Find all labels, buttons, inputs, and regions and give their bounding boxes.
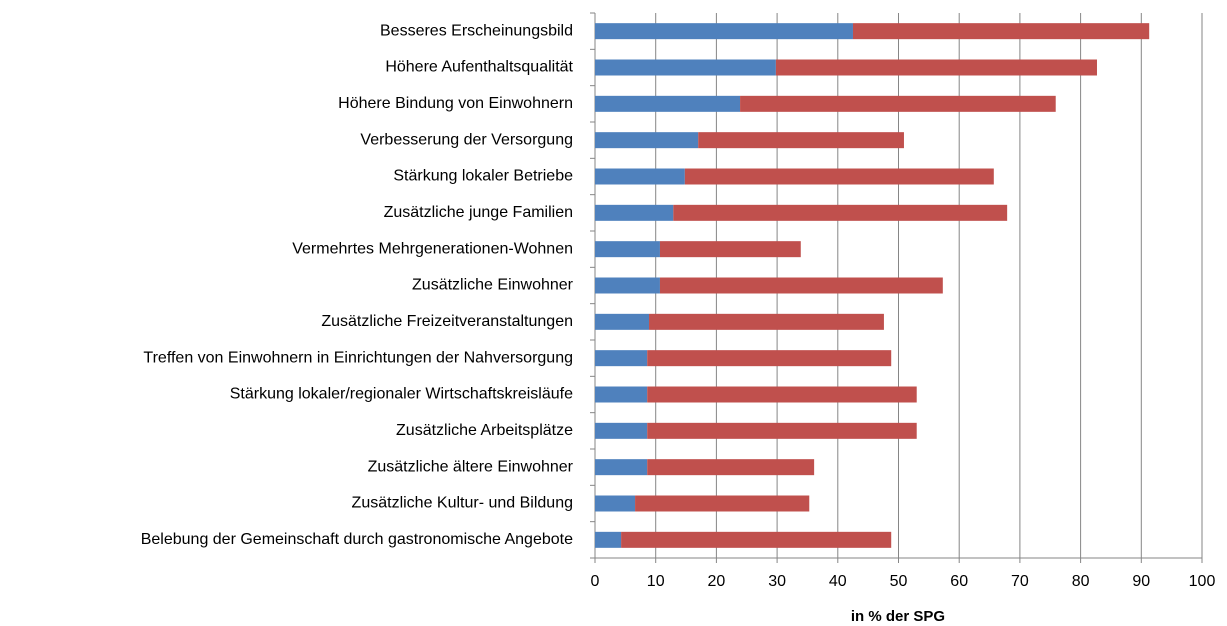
y-tick-label: Zusätzliche Arbeitsplätze [396, 422, 573, 439]
bar-segment [647, 459, 815, 476]
y-tick-label: Zusätzliche Einwohner [412, 277, 574, 294]
y-tick-label: Zusätzliche Kultur- und Bildung [352, 495, 573, 512]
bar-segment [595, 204, 674, 221]
bar-segment [595, 132, 699, 149]
bar-segment [775, 59, 1097, 76]
bar-segment [595, 531, 622, 548]
bar-segment [635, 495, 810, 512]
bar-segment [740, 95, 1056, 112]
bar-segment [595, 313, 650, 330]
bar-segment [595, 241, 660, 258]
x-tick-label: 100 [1189, 573, 1216, 590]
bar-segment [659, 277, 943, 294]
y-tick-label: Treffen von Einwohnern in Einrichtungen … [143, 349, 573, 366]
y-tick-label: Höhere Aufenthaltsqualität [385, 59, 573, 76]
x-tick-label: 90 [1132, 573, 1150, 590]
bar-segment [621, 531, 892, 548]
bar-segment [595, 59, 776, 76]
x-axis-label: in % der SPG [851, 608, 945, 625]
bar-segment [595, 422, 648, 439]
bar-segment [647, 422, 917, 439]
y-tick-label: Vermehrtes Mehrgenerationen-Wohnen [292, 240, 573, 257]
bar-segment [698, 132, 904, 149]
x-tick-label: 60 [950, 573, 968, 590]
y-tick-label: Stärkung lokaler Betriebe [393, 168, 573, 185]
x-tick-label: 30 [768, 573, 786, 590]
bar-segment [595, 495, 636, 512]
bar-segment [595, 23, 853, 40]
y-tick-label: Zusätzliche Freizeitveranstaltungen [321, 313, 573, 330]
y-tick-label: Verbesserung der Versorgung [360, 131, 573, 148]
y-tick-label: Belebung der Gemeinschaft durch gastrono… [141, 531, 573, 548]
x-tick-label: 40 [829, 573, 847, 590]
bar-segment [649, 313, 884, 330]
bar-segment [595, 277, 660, 294]
bar-segment [595, 95, 741, 112]
bar-segment [595, 168, 685, 185]
bar-segment [647, 350, 892, 367]
y-tick-label: Stärkung lokaler/regionaler Wirtschaftsk… [230, 386, 573, 403]
bar-segment [595, 386, 648, 403]
bar-segment [673, 204, 1008, 221]
bar-segment [684, 168, 994, 185]
y-tick-label: Besseres Erscheinungsbild [380, 22, 573, 39]
bar-segment [595, 459, 648, 476]
x-tick-label: 70 [1011, 573, 1029, 590]
y-tick-label: Zusätzliche junge Familien [384, 204, 573, 221]
bar-segment [595, 350, 648, 367]
y-tick-label: Höhere Bindung von Einwohnern [338, 95, 573, 112]
x-tick-label: 80 [1072, 573, 1090, 590]
x-tick-label: 50 [890, 573, 908, 590]
x-tick-label: 10 [647, 573, 665, 590]
bar-segment [647, 386, 917, 403]
y-tick-label: Zusätzliche ältere Einwohner [368, 458, 574, 475]
x-tick-label: 0 [591, 573, 600, 590]
bar-segment [852, 23, 1150, 40]
bar-segment [659, 241, 801, 258]
x-tick-label: 20 [708, 573, 726, 590]
